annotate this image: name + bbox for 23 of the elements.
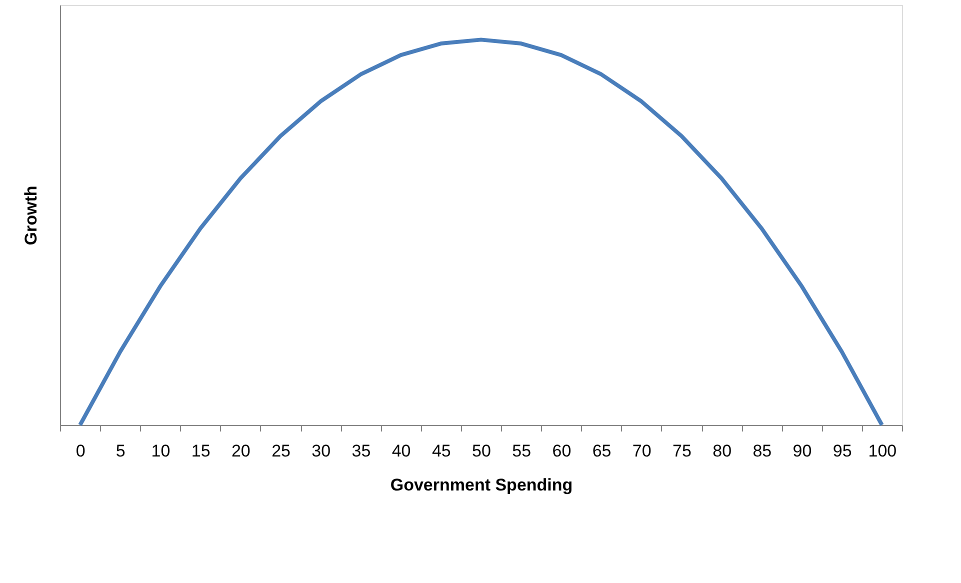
x-tick-label: 70 bbox=[632, 442, 652, 460]
x-axis-title: Government Spending bbox=[390, 476, 573, 494]
x-tick-label: 75 bbox=[672, 442, 692, 460]
x-tick-label: 80 bbox=[712, 442, 732, 460]
x-tick-label: 100 bbox=[868, 442, 897, 460]
x-tick-label: 15 bbox=[191, 442, 210, 460]
x-tick-label: 10 bbox=[151, 442, 170, 460]
y-axis-title: Growth bbox=[22, 186, 40, 246]
x-tick-label: 25 bbox=[272, 442, 290, 460]
x-tick-label: 60 bbox=[552, 442, 572, 460]
x-tick-label: 95 bbox=[832, 442, 852, 460]
x-tick-label: 30 bbox=[312, 442, 331, 460]
x-tick-label: 85 bbox=[752, 442, 772, 460]
x-tick-label: 5 bbox=[116, 442, 126, 460]
x-tick-label: 90 bbox=[792, 442, 812, 460]
x-tick-label: 35 bbox=[352, 442, 371, 460]
x-tick-label: 20 bbox=[231, 442, 250, 460]
x-tick-label: 0 bbox=[76, 442, 86, 460]
x-tick-label: 45 bbox=[432, 442, 451, 460]
x-tick-label: 50 bbox=[472, 442, 491, 460]
x-tick-label: 55 bbox=[512, 442, 532, 460]
x-tick-label: 65 bbox=[592, 442, 612, 460]
x-tick-label: 40 bbox=[392, 442, 411, 460]
